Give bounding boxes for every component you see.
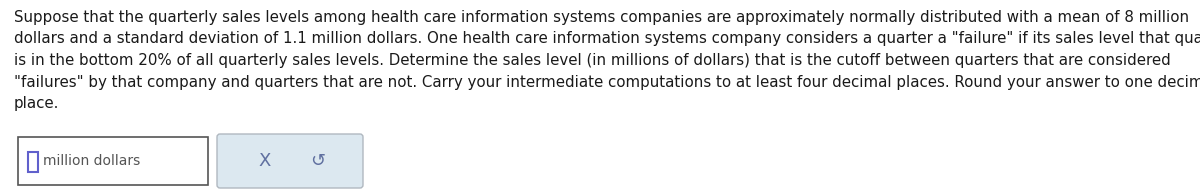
Text: X: X [259, 152, 271, 170]
Bar [18, 137, 208, 185]
Text: ↺: ↺ [311, 152, 325, 170]
Text: place.: place. [14, 96, 59, 111]
Text: is in the bottom 20% of all quarterly sales levels. Determine the sales level (i: is in the bottom 20% of all quarterly sa… [14, 53, 1171, 68]
Text: Suppose that the quarterly sales levels among health care information systems co: Suppose that the quarterly sales levels … [14, 10, 1189, 25]
Bar [28, 152, 38, 172]
Text: million dollars: million dollars [43, 154, 140, 168]
Text: "failures" by that company and quarters that are not. Carry your intermediate co: "failures" by that company and quarters … [14, 74, 1200, 90]
FancyBboxPatch shape [217, 134, 364, 188]
Text: dollars and a standard deviation of 1.1 million dollars. One health care informa: dollars and a standard deviation of 1.1 … [14, 31, 1200, 47]
